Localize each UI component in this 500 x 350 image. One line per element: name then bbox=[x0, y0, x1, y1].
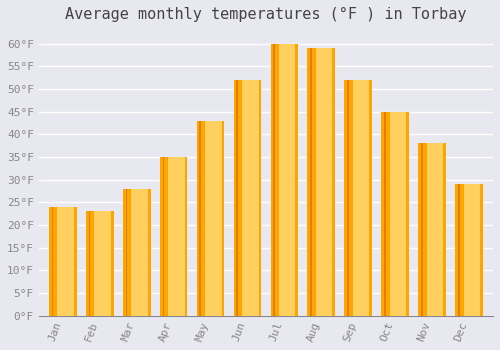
Bar bbox=[310, 48, 312, 316]
Bar bbox=[168, 157, 184, 316]
Bar bbox=[274, 44, 275, 316]
Bar bbox=[464, 184, 480, 316]
Bar bbox=[123, 189, 150, 316]
Bar bbox=[390, 112, 406, 316]
Bar bbox=[308, 48, 335, 316]
Bar bbox=[384, 112, 386, 316]
Title: Average monthly temperatures (°F ) in Torbay: Average monthly temperatures (°F ) in To… bbox=[65, 7, 466, 22]
Bar bbox=[316, 48, 332, 316]
Bar bbox=[58, 207, 74, 316]
Bar bbox=[126, 189, 128, 316]
Bar bbox=[421, 144, 422, 316]
Bar bbox=[200, 121, 201, 316]
Bar bbox=[234, 80, 262, 316]
Bar bbox=[352, 80, 370, 316]
Bar bbox=[205, 121, 222, 316]
Bar bbox=[162, 157, 164, 316]
Bar bbox=[49, 207, 76, 316]
Bar bbox=[86, 211, 114, 316]
Bar bbox=[418, 144, 446, 316]
Bar bbox=[88, 211, 90, 316]
Bar bbox=[242, 80, 258, 316]
Bar bbox=[131, 189, 148, 316]
Bar bbox=[196, 121, 224, 316]
Bar bbox=[270, 44, 298, 316]
Bar bbox=[458, 184, 460, 316]
Bar bbox=[94, 211, 111, 316]
Bar bbox=[52, 207, 54, 316]
Bar bbox=[382, 112, 409, 316]
Bar bbox=[455, 184, 483, 316]
Bar bbox=[347, 80, 349, 316]
Bar bbox=[236, 80, 238, 316]
Bar bbox=[279, 44, 295, 316]
Bar bbox=[344, 80, 372, 316]
Bar bbox=[160, 157, 188, 316]
Bar bbox=[426, 144, 443, 316]
